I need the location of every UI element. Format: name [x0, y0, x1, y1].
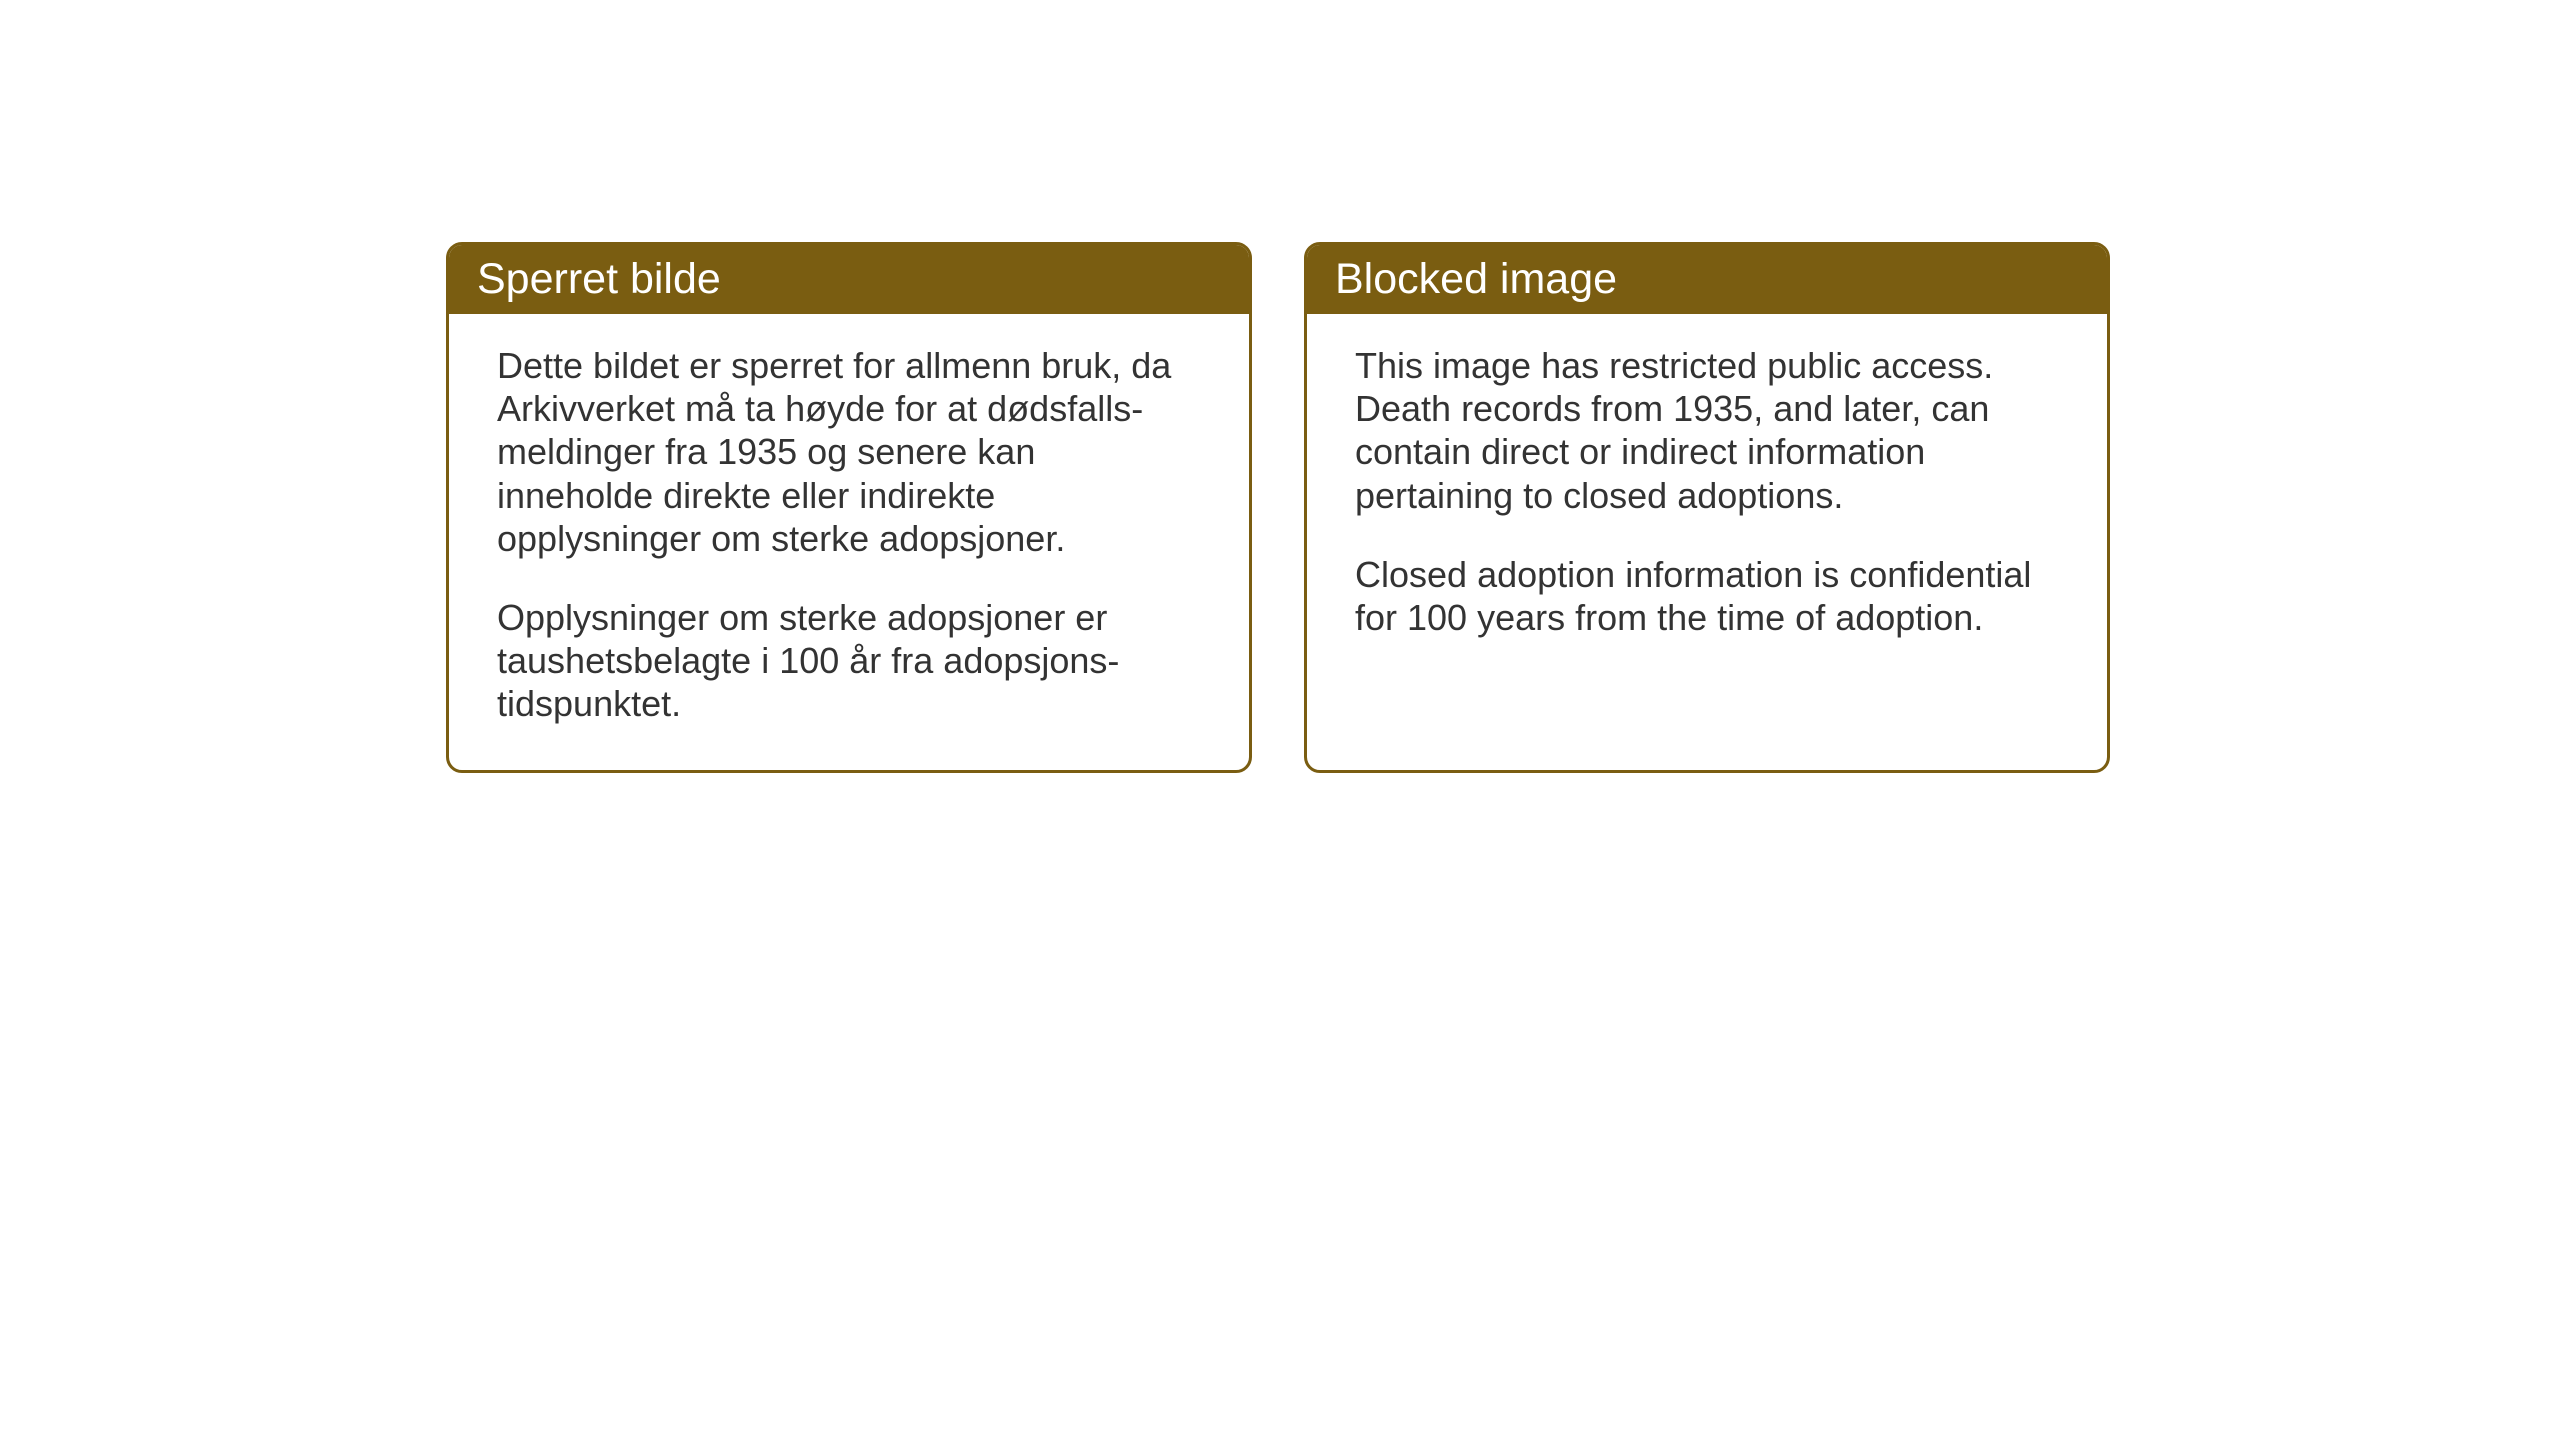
- norwegian-paragraph-2: Opplysninger om sterke adopsjoner er tau…: [497, 596, 1201, 726]
- norwegian-card-title: Sperret bilde: [449, 245, 1249, 314]
- norwegian-notice-card: Sperret bilde Dette bildet er sperret fo…: [446, 242, 1252, 773]
- norwegian-paragraph-1: Dette bildet er sperret for allmenn bruk…: [497, 344, 1201, 560]
- english-paragraph-1: This image has restricted public access.…: [1355, 344, 2059, 517]
- english-card-title: Blocked image: [1307, 245, 2107, 314]
- english-paragraph-2: Closed adoption information is confident…: [1355, 553, 2059, 639]
- notice-cards-container: Sperret bilde Dette bildet er sperret fo…: [446, 242, 2110, 773]
- english-notice-card: Blocked image This image has restricted …: [1304, 242, 2110, 773]
- norwegian-card-body: Dette bildet er sperret for allmenn bruk…: [449, 314, 1249, 770]
- english-card-body: This image has restricted public access.…: [1307, 314, 2107, 683]
